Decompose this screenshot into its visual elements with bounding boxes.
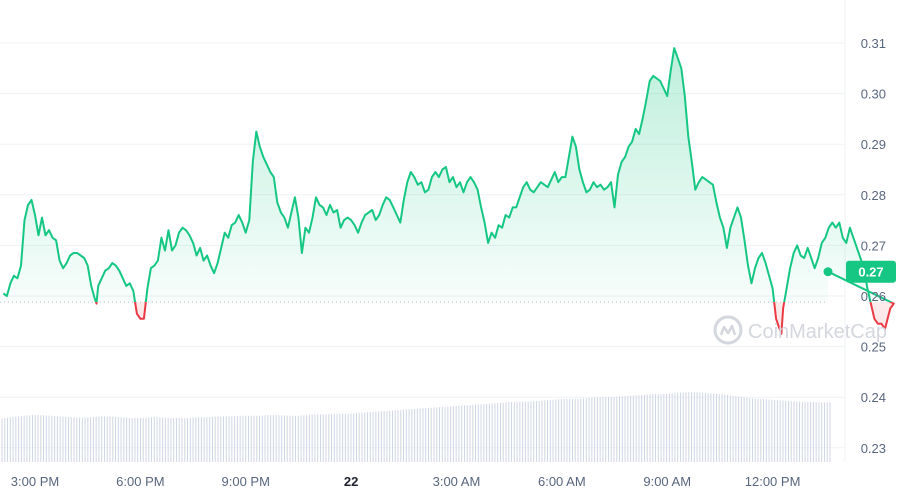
y-tick-label: 0.29 <box>861 137 886 152</box>
y-tick-label: 0.23 <box>861 441 886 456</box>
x-tick-label: 12:00 PM <box>745 474 801 489</box>
x-tick-label: 22 <box>344 474 358 489</box>
x-axis: 3:00 PM 6:00 PM 9:00 PM 22 3:00 AM 6:00 AM 9:0… <box>11 474 801 489</box>
x-tick-label: 6:00 AM <box>538 474 586 489</box>
volume-bars <box>1 392 831 462</box>
watermark-text: CoinMarketCap <box>748 321 887 343</box>
y-tick-label: 0.28 <box>861 188 886 203</box>
y-tick-label: 0.30 <box>861 87 886 102</box>
current-price-label: 0.27 <box>858 265 883 280</box>
y-tick-label: 0.24 <box>861 390 886 405</box>
price-area-up <box>3 48 891 303</box>
x-tick-label: 3:00 PM <box>11 474 59 489</box>
current-price-badge: 0.27 <box>846 260 896 283</box>
y-tick-label: 0.26 <box>861 289 886 304</box>
y-tick-label: 0.27 <box>861 238 886 253</box>
current-price-dot <box>823 267 833 277</box>
x-tick-label: 3:00 AM <box>433 474 481 489</box>
price-area <box>3 48 894 334</box>
x-tick-label: 9:00 PM <box>222 474 270 489</box>
price-line <box>2 47 895 335</box>
price-line-up <box>2 47 893 303</box>
x-tick-label: 9:00 AM <box>643 474 691 489</box>
coinmarketcap-watermark: CoinMarketCap <box>713 315 887 345</box>
x-tick-label: 6:00 PM <box>116 474 164 489</box>
y-tick-label: 0.31 <box>861 36 886 51</box>
coinmarketcap-logo-icon <box>713 315 743 345</box>
y-tick-label: 0.25 <box>861 340 886 355</box>
y-axis: 0.31 0.30 0.29 0.28 0.27 0.26 0.25 0.24 0.23 <box>861 36 886 456</box>
